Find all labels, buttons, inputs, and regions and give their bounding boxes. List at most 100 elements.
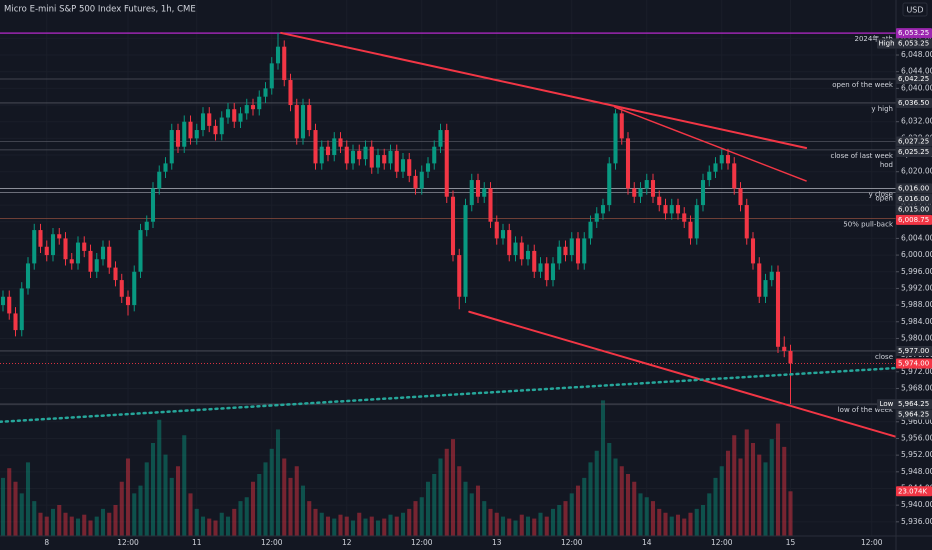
volume-bar [632, 481, 637, 536]
volume-bar [132, 493, 137, 536]
candle-body [594, 213, 599, 222]
volume-tag [896, 486, 932, 497]
candle-body [57, 234, 62, 239]
candle-body [175, 130, 181, 147]
volume-bar [394, 516, 399, 536]
candle-body [788, 350, 793, 364]
candle-body [657, 196, 662, 206]
volume-bar [375, 520, 381, 536]
level-note: y high [871, 105, 893, 113]
price-tag-label: 6,025.25 [898, 148, 929, 156]
volume-bar [694, 508, 699, 536]
candle-body [194, 130, 199, 139]
level-note: 2024年 ath [854, 34, 893, 43]
candle-body [782, 346, 787, 351]
volume-bar [69, 516, 74, 536]
volume-bar [788, 491, 793, 536]
volume-bar [257, 474, 262, 536]
volume-bar [338, 514, 343, 536]
volume-bar [244, 497, 249, 536]
price-tags: 6,053.25 6,053.25 High 6,042.25 6,036.50 6,02… [877, 28, 932, 497]
x-tick-label: 12:00 [117, 538, 139, 547]
candle-body [357, 150, 362, 160]
volume-bar [757, 454, 762, 536]
volume-bar [575, 485, 581, 536]
candle-body [632, 188, 637, 197]
volume-bar [513, 520, 518, 536]
volume-bar [650, 501, 656, 536]
candle-body [75, 242, 81, 264]
volume-bar [669, 516, 674, 536]
candle-body [363, 146, 368, 160]
volume-bar [363, 518, 368, 536]
volume-bar [94, 516, 99, 536]
volume-bar [725, 450, 731, 536]
candle-body [757, 263, 762, 297]
price-tag-label: 6,015.00 [898, 205, 929, 213]
candle-body [569, 238, 574, 256]
candle-body [450, 196, 456, 256]
x-tick-label: 12:00 [411, 538, 433, 547]
candle-body [557, 246, 562, 264]
volume-bar [488, 508, 493, 536]
price-tag [896, 214, 932, 225]
candle-body [763, 280, 768, 297]
volume-bar [544, 516, 549, 536]
volume-bar [88, 520, 93, 536]
candle-body [638, 188, 643, 197]
price-tag [896, 204, 932, 215]
candle-body [400, 159, 406, 172]
candle-body [13, 313, 18, 331]
volume-bar [500, 516, 506, 536]
price-tag-label: 6,053.25 [898, 40, 929, 48]
candle-body [375, 155, 381, 168]
candle-body [613, 113, 618, 164]
candle-body [69, 259, 74, 264]
candle-body [225, 109, 231, 118]
volume-bar [457, 466, 462, 536]
volume-bar [82, 514, 87, 536]
volume-bar [619, 466, 624, 536]
candle-body [575, 238, 581, 264]
currency-box[interactable] [902, 2, 928, 17]
volume-bar [200, 516, 206, 536]
candle-body [207, 113, 212, 126]
candle-body [738, 188, 743, 206]
candle-body [44, 246, 49, 256]
volume-bar [0, 477, 6, 536]
volume-bar [438, 458, 443, 536]
volume-bar [107, 512, 112, 536]
volume-bar [594, 450, 599, 536]
volume-bar [738, 458, 743, 536]
currency[interactable]: USD [906, 6, 923, 15]
volume-bar [188, 493, 193, 536]
price-tag [896, 28, 932, 39]
volume-bar [369, 516, 374, 536]
candle-body [769, 271, 774, 281]
candle-body [469, 180, 474, 206]
volume-bar [382, 518, 387, 536]
candle-body [7, 296, 12, 314]
candle-body [425, 163, 431, 172]
volume-bar [144, 462, 149, 536]
candle-body [457, 255, 462, 297]
volume-bar [682, 518, 687, 536]
price-tag [896, 409, 932, 420]
candle-body [644, 180, 649, 189]
volume-bar [38, 512, 43, 536]
volume-bar [19, 493, 24, 536]
candle-body [719, 155, 724, 164]
candle-body [532, 250, 537, 272]
price-tag [896, 358, 932, 369]
candle-body [50, 234, 56, 256]
level-notes: 2024年 ath open of the week y high close of … [831, 34, 894, 414]
volume-bar [775, 423, 781, 536]
volume-bar [532, 518, 537, 536]
x-tick-label: 12:00 [261, 538, 283, 547]
volume-bar [344, 516, 349, 536]
candle-body [663, 205, 668, 214]
volume-bar [163, 454, 168, 536]
candle-body [82, 242, 87, 251]
candle-body [63, 238, 68, 260]
volume-bar [425, 481, 431, 536]
